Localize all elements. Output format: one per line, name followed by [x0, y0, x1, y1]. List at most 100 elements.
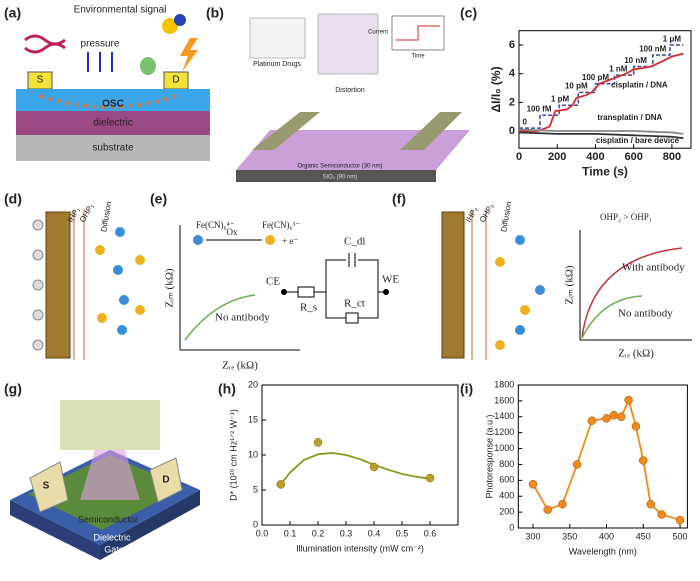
- gate-side: [100, 490, 200, 560]
- substrate-layer: [16, 135, 210, 161]
- light-icon: [180, 38, 198, 72]
- ions: [495, 257, 530, 350]
- x-tick-label: 350: [562, 531, 577, 541]
- ihp-label: IHP₂: [464, 205, 480, 224]
- panel-e: Zᵢₘ (kΩ) Zᵣₑ (kΩ) No antibody Fe(CN)₆⁴⁻ …: [164, 220, 400, 371]
- y-axis-label: Zᵢₘ (kΩ): [164, 268, 176, 307]
- marker: [624, 395, 633, 405]
- dna-icon: [24, 34, 66, 54]
- circuit-wire: [286, 259, 388, 319]
- marker: [425, 473, 435, 483]
- y-tick-label: 20: [248, 379, 258, 389]
- marker: [609, 410, 619, 420]
- y-tick-label: 400: [499, 491, 514, 501]
- panel-label: (i): [460, 381, 473, 397]
- y-tick-label: 1000: [494, 443, 514, 453]
- resistor: [297, 286, 315, 298]
- electrode: [45, 211, 71, 359]
- annotation: 1 pM: [551, 95, 570, 104]
- y-tick-label: 800: [499, 459, 514, 469]
- condition-label: OHP₂ > OHP₁: [600, 212, 652, 222]
- reactant: Fe(CN)₆⁴⁻: [196, 220, 235, 230]
- marker: [313, 438, 323, 447]
- molecules: [60, 400, 160, 450]
- marker: [558, 499, 567, 509]
- x-axis-label: Wavelength (nm): [569, 546, 637, 556]
- x-tick-label: 400: [599, 531, 614, 541]
- x-tick-label: 0.2: [312, 528, 325, 538]
- icon: [162, 18, 178, 34]
- electrode: [441, 211, 465, 359]
- source-label: S: [37, 75, 44, 86]
- layer-label: Dielectric: [93, 532, 131, 542]
- curve-label: No antibody: [215, 312, 270, 324]
- signal-title: Environmental signal: [74, 5, 167, 16]
- ox-label: Ox: [227, 227, 238, 237]
- ion: [265, 235, 275, 245]
- layer-label: substrate: [92, 143, 134, 154]
- marker: [639, 456, 648, 465]
- series-line: [518, 131, 684, 140]
- marker: [602, 414, 611, 423]
- we-label: WE: [382, 274, 399, 286]
- charges: [32, 219, 44, 351]
- x-tick-label: 800: [663, 151, 681, 163]
- x-axis-label: Time (s): [582, 164, 628, 178]
- y-tick-label: 1600: [494, 395, 514, 405]
- series-line: [518, 128, 684, 135]
- marker: [528, 480, 538, 489]
- series-line: [280, 451, 431, 485]
- panel-label: (e): [150, 191, 167, 207]
- current-label: Current: [368, 30, 388, 36]
- x-tick-label: 0.3: [340, 528, 353, 538]
- panel-b: Platinum Drugs Current Time Distortion O…: [236, 13, 470, 182]
- x-tick-label: 500: [673, 531, 688, 541]
- osc-label: Organic Semiconductor (30 nm): [297, 164, 382, 170]
- x-tick-label: 450: [636, 531, 651, 541]
- marker: [675, 515, 685, 525]
- marker: [657, 510, 666, 519]
- marker: [646, 499, 655, 509]
- y-tick-label: 600: [499, 475, 514, 485]
- source-label: S: [43, 481, 50, 492]
- marker: [631, 422, 641, 431]
- series-line: [519, 44, 684, 129]
- y-tick-label: 1400: [494, 411, 514, 421]
- nyquist-curve: [581, 247, 683, 339]
- panel-label: (d): [4, 191, 22, 207]
- annotation: 10 nM: [624, 56, 647, 65]
- x-tick-label: 0: [516, 151, 522, 163]
- ohp-label: OHP₂: [478, 202, 496, 224]
- x-tick-label: 200: [548, 151, 566, 163]
- diffusion-label: Diffusion: [99, 201, 113, 233]
- y-tick-label: 5: [253, 484, 258, 494]
- time-label: Time: [411, 54, 425, 60]
- y-axis-label: Zᵢₘ (kΩ): [564, 265, 576, 304]
- marker: [276, 480, 286, 489]
- y-tick-label: 0: [509, 522, 514, 532]
- y-tick-label: 0: [509, 125, 515, 137]
- dielectric-layer: [16, 111, 210, 135]
- y-tick-label: 6: [509, 39, 515, 51]
- x-tick-label: 600: [624, 151, 642, 163]
- nyquist-curve: [581, 295, 643, 339]
- x-axis-label: Illumination intensity (mW cm⁻²): [296, 543, 424, 553]
- annotation: 100 pM: [582, 73, 609, 82]
- osc-layer: [16, 89, 210, 111]
- plot-frame: [517, 384, 688, 529]
- ion: [193, 235, 203, 245]
- plot-frame: [518, 30, 692, 149]
- annotation: 100 fM: [527, 105, 552, 114]
- drug-label: Platinum Drugs: [253, 61, 301, 68]
- layer-label: dielectric: [93, 118, 132, 129]
- structure-box: [317, 13, 379, 75]
- electrode: [252, 112, 320, 150]
- icon: [174, 14, 186, 26]
- cdl-label: C_dl: [344, 236, 365, 248]
- y-tick-label: 1800: [494, 379, 514, 389]
- x-tick-label: 0.5: [396, 528, 409, 538]
- pressure-label: pressure: [81, 39, 120, 50]
- drain-label: D: [162, 475, 169, 486]
- y-tick-label: 2: [509, 96, 515, 108]
